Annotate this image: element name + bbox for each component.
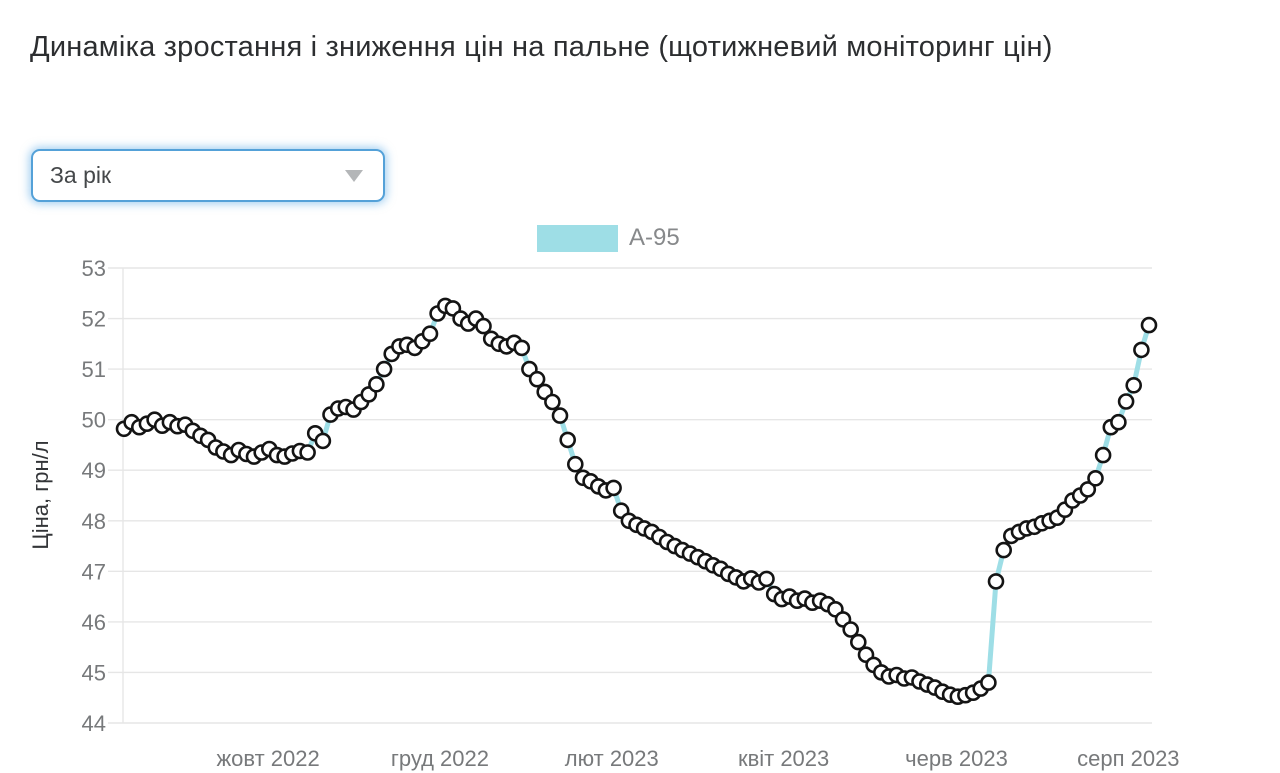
y-tick-label: 44	[82, 711, 106, 736]
data-point-marker	[1117, 393, 1135, 410]
data-point-marker	[1133, 341, 1150, 359]
data-point-marker	[1140, 316, 1158, 334]
y-tick-label: 51	[82, 357, 106, 382]
x-tick-label: серп 2023	[1077, 746, 1179, 771]
data-point-marker	[299, 444, 316, 461]
legend-swatch	[537, 224, 618, 252]
data-point-marker	[314, 432, 332, 450]
data-point-marker	[842, 621, 860, 638]
x-tick-label: груд 2022	[391, 746, 489, 771]
y-tick-label: 47	[82, 559, 106, 584]
y-tick-label: 50	[82, 408, 106, 433]
data-point-marker	[1079, 481, 1097, 498]
data-point-marker	[544, 393, 561, 411]
y-tick-label: 45	[82, 660, 106, 685]
y-tick-label: 52	[82, 307, 106, 332]
chevron-down-icon	[345, 169, 363, 182]
data-point-marker	[375, 360, 393, 378]
data-point-marker	[1110, 413, 1127, 431]
series-line	[121, 303, 1152, 700]
data-point-marker	[980, 674, 997, 691]
legend-label: А-95	[629, 224, 680, 251]
data-point-marker	[605, 479, 622, 497]
data-point-marker	[1087, 469, 1104, 487]
legend-item-a95[interactable]: А-95	[537, 224, 680, 252]
data-point-marker	[551, 407, 569, 424]
data-point-marker	[849, 633, 867, 651]
data-point-marker	[528, 370, 546, 388]
y-axis-title: Ціна, грн/л	[28, 440, 53, 549]
x-tick-label: жовт 2022	[216, 746, 319, 771]
data-point-marker	[758, 570, 775, 588]
y-tick-label: 49	[82, 458, 106, 483]
x-tick-label: квіт 2023	[738, 746, 829, 771]
y-tick-label: 46	[82, 610, 106, 635]
y-tick-label: 48	[82, 509, 106, 534]
data-point-marker	[559, 431, 577, 449]
data-point-marker	[1094, 446, 1112, 464]
data-point-marker	[368, 375, 385, 393]
period-select[interactable]: За рік	[31, 149, 385, 202]
x-tick-label: черв 2023	[905, 746, 1008, 771]
data-point-marker	[995, 541, 1013, 559]
data-point-marker	[421, 325, 439, 343]
data-point-marker	[475, 317, 492, 335]
data-point-marker	[1125, 376, 1142, 394]
data-point-marker	[987, 573, 1005, 590]
data-point-marker	[566, 455, 584, 473]
x-tick-label: лют 2023	[565, 746, 659, 771]
period-select-value: За рік	[50, 162, 112, 188]
y-tick-label: 53	[82, 256, 106, 281]
data-point-marker	[513, 339, 531, 357]
page-title: Динаміка зростання і зниження цін на пал…	[30, 31, 1053, 63]
